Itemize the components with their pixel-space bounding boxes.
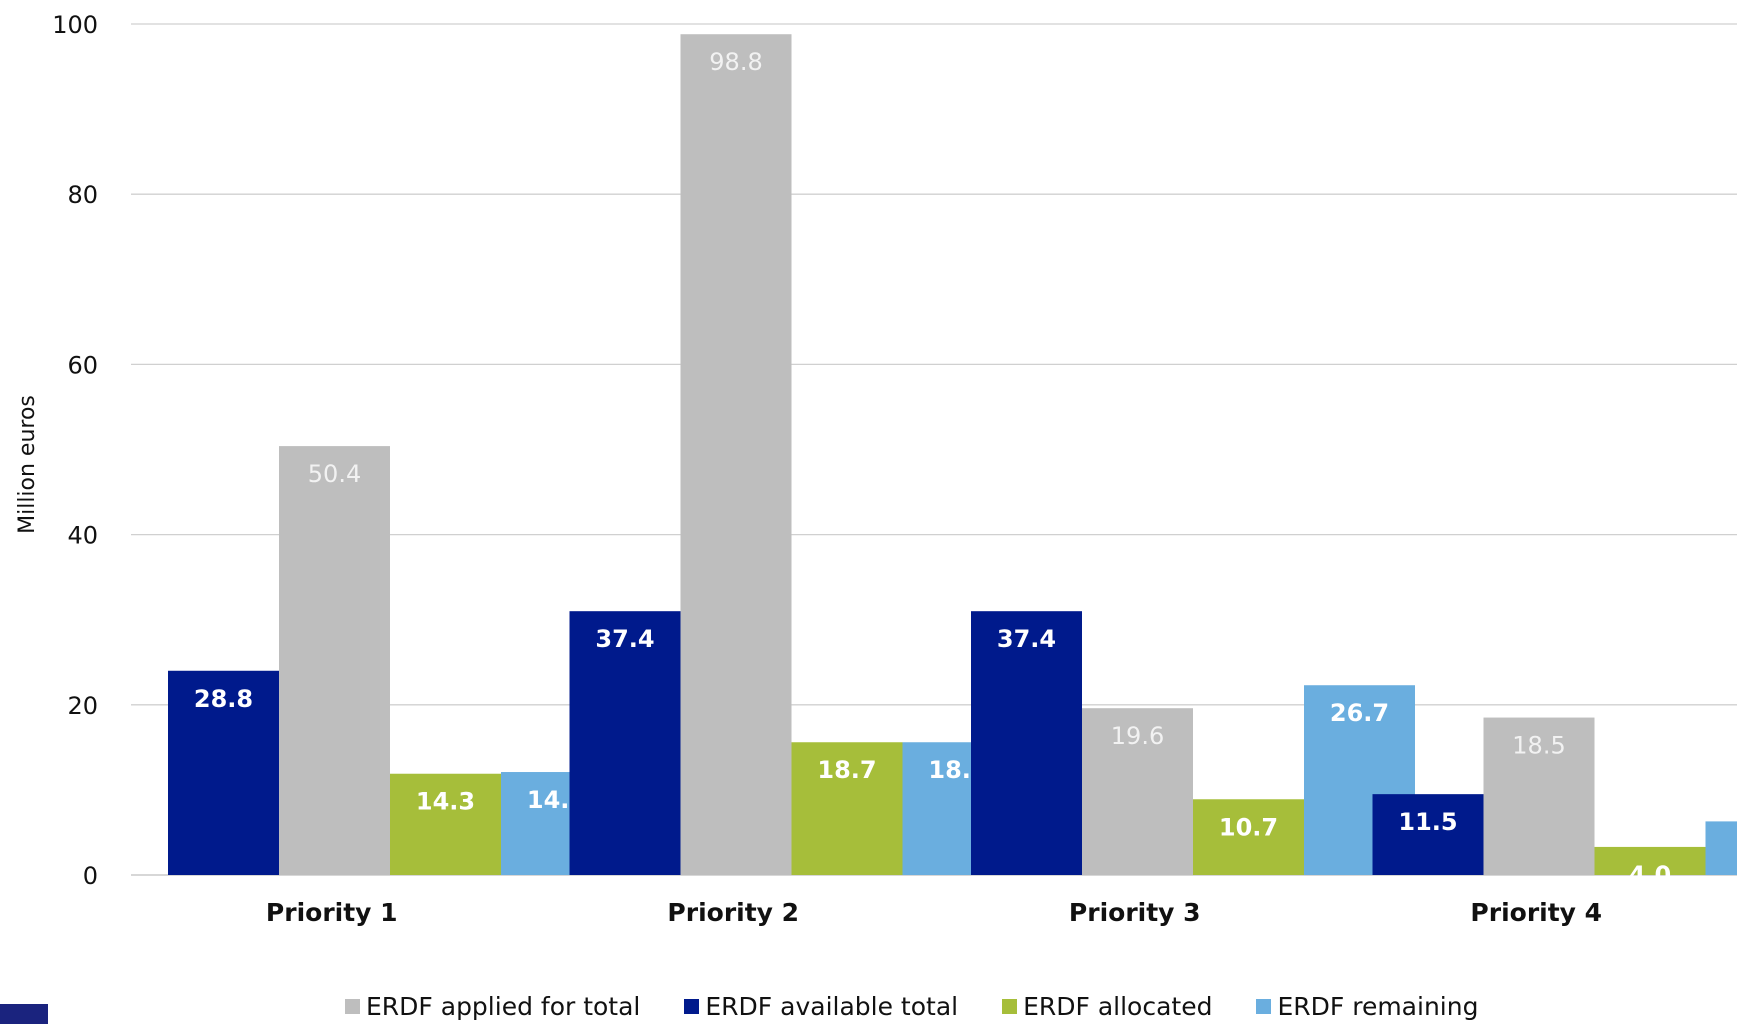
x-category-label: Priority 4: [1470, 898, 1602, 927]
bar-erdf-applied-for-total-4: [1483, 717, 1595, 875]
data-label: 26.7: [1330, 699, 1389, 727]
y-tick-label: 20: [67, 692, 98, 720]
bar-erdf-available-total-1: [168, 670, 279, 875]
data-label: 98.8: [709, 48, 762, 76]
bar-erdf-applied-for-total-3: [1082, 708, 1193, 875]
bar-erdf-remaining-4: [1705, 821, 1737, 875]
y-axis-title: Million euros: [15, 395, 40, 534]
data-label: 4.0: [1629, 861, 1672, 889]
legend-item-remaining: ERDF remaining: [1256, 992, 1478, 1021]
bar-erdf-available-total-4: [1372, 794, 1484, 875]
legend-item-allocated: ERDF allocated: [1002, 992, 1212, 1021]
legend-swatch-applied: [345, 999, 360, 1014]
legend-label-remaining: ERDF remaining: [1277, 992, 1479, 1021]
legend-swatch-remaining: [1256, 999, 1272, 1014]
bar-erdf-allocated-1: [390, 773, 501, 875]
bar-erdf-allocated-3: [1193, 799, 1304, 875]
data-label: 19.6: [1111, 722, 1164, 750]
chart-legend: ERDF applied for total ERDF available to…: [345, 992, 1478, 1021]
bar-erdf-allocated-4: [1594, 846, 1706, 875]
legend-label-available: ERDF available total: [705, 992, 959, 1021]
legend-label-applied: ERDF applied for total: [366, 992, 641, 1021]
data-label: 14.3: [416, 788, 475, 816]
legend-label-allocated: ERDF allocated: [1023, 992, 1213, 1021]
data-label: 37.4: [595, 625, 654, 653]
data-label: 50.4: [308, 460, 361, 488]
data-label: 10.7: [1219, 813, 1278, 841]
legend-item-applied: ERDF applied for total: [345, 992, 640, 1021]
bar-erdf-applied-for-total-1: [279, 446, 390, 875]
x-category-label: Priority 2: [667, 898, 799, 927]
y-tick-label: 0: [83, 862, 98, 890]
y-tick-label: 40: [67, 522, 98, 550]
data-label: 18.5: [1512, 732, 1565, 760]
x-category-label: Priority 1: [266, 898, 398, 927]
legend-swatch-available: [684, 999, 700, 1014]
bar-erdf-available-total-3: [971, 611, 1082, 875]
legend-item-available: ERDF available total: [684, 992, 958, 1021]
corner-color-block: [0, 1004, 48, 1024]
bar-erdf-applied-for-total-2: [680, 34, 792, 876]
data-label: 28.8: [194, 685, 253, 713]
data-label: 18.7: [817, 756, 876, 784]
data-label: 37.4: [997, 625, 1056, 653]
legend-swatch-allocated: [1002, 999, 1018, 1014]
bar-erdf-available-total-2: [569, 611, 681, 875]
bar-erdf-allocated-2: [791, 742, 903, 875]
data-label: 11.5: [1398, 808, 1457, 836]
y-tick-label: 100: [52, 11, 98, 39]
y-tick-label: 60: [67, 351, 98, 379]
y-tick-label: 80: [67, 181, 98, 209]
x-category-label: Priority 3: [1069, 898, 1201, 927]
